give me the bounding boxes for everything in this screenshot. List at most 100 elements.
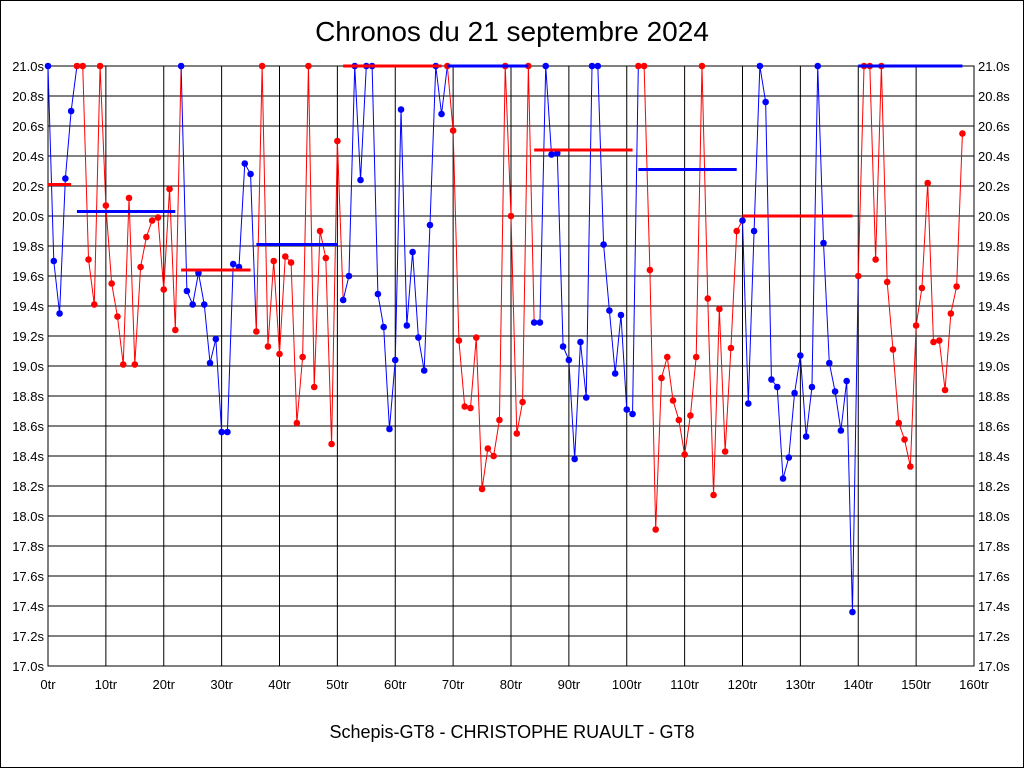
data-point xyxy=(409,248,416,256)
data-point xyxy=(467,404,474,412)
data-point xyxy=(802,433,810,440)
x-tick-label: 70tr xyxy=(442,677,465,692)
data-point xyxy=(200,301,208,308)
data-point xyxy=(513,430,521,437)
data-point xyxy=(837,427,845,434)
y-tick-label-left: 19.0s xyxy=(12,359,44,374)
x-tick-label: 80tr xyxy=(500,677,523,692)
data-point xyxy=(750,227,758,235)
data-point xyxy=(721,448,729,455)
y-tick-label-right: 17.6s xyxy=(978,569,1010,584)
data-point xyxy=(264,343,272,350)
data-point xyxy=(953,283,960,290)
series-line xyxy=(47,65,78,314)
data-point xyxy=(762,98,769,106)
x-tick-label: 0tr xyxy=(40,677,56,692)
data-point xyxy=(403,322,411,329)
data-point xyxy=(606,307,613,314)
series-line xyxy=(446,65,535,490)
data-point xyxy=(455,337,463,344)
x-tick-label: 120tr xyxy=(728,677,758,692)
data-point xyxy=(253,328,260,335)
data-point xyxy=(716,305,723,313)
y-tick-label-right: 18.8s xyxy=(978,389,1010,404)
data-point xyxy=(797,352,804,359)
data-point xyxy=(287,259,295,266)
data-point xyxy=(79,62,87,70)
data-point xyxy=(339,296,347,304)
data-point xyxy=(907,463,914,470)
data-point xyxy=(629,410,636,418)
data-point xyxy=(160,286,168,293)
data-point xyxy=(281,253,289,260)
data-point xyxy=(490,452,497,460)
x-tick-label: 40tr xyxy=(268,677,291,692)
data-point xyxy=(50,257,58,265)
data-point xyxy=(276,350,283,358)
data-point xyxy=(652,526,659,533)
data-point xyxy=(658,374,665,382)
y-tick-label-right: 20.6s xyxy=(978,119,1010,134)
x-tick-label: 20tr xyxy=(153,677,176,692)
data-point xyxy=(91,301,98,308)
data-point xyxy=(918,284,926,292)
data-point xyxy=(947,310,955,317)
data-point xyxy=(328,440,335,448)
series-line xyxy=(255,65,344,445)
y-tick-label-left: 17.6s xyxy=(12,569,44,584)
data-point xyxy=(206,359,214,367)
y-tick-label-right: 19.6s xyxy=(978,269,1010,284)
data-point xyxy=(675,416,683,424)
data-point xyxy=(582,394,590,401)
data-point xyxy=(415,334,422,341)
data-point xyxy=(241,160,249,167)
x-tick-label: 60tr xyxy=(384,677,407,692)
y-tick-label-left: 18.4s xyxy=(12,449,44,464)
data-point xyxy=(449,127,457,134)
data-point xyxy=(872,256,879,263)
x-tick-label: 150tr xyxy=(901,677,931,692)
data-point xyxy=(698,62,706,70)
data-point xyxy=(247,170,254,178)
data-point xyxy=(357,176,364,184)
data-point xyxy=(299,353,306,361)
data-point xyxy=(681,451,688,458)
y-tick-label-right: 17.8s xyxy=(978,539,1010,554)
data-point xyxy=(779,475,787,482)
data-point xyxy=(924,179,931,187)
x-tick-label: 50tr xyxy=(326,677,349,692)
data-point xyxy=(785,454,793,461)
data-point xyxy=(849,608,856,616)
data-point xyxy=(941,386,949,394)
data-point xyxy=(44,62,52,70)
data-point xyxy=(826,359,833,367)
data-point xyxy=(310,383,318,391)
data-point xyxy=(814,62,822,70)
data-point xyxy=(559,343,567,350)
data-point xyxy=(212,335,220,343)
y-tick-label-right: 18.4s xyxy=(978,449,1010,464)
data-point xyxy=(901,436,908,443)
chart-footer: Schepis-GT8 - CHRISTOPHE RUAULT - GT8 xyxy=(329,722,695,742)
y-tick-label-right: 19.2s xyxy=(978,329,1010,344)
data-point xyxy=(623,406,631,413)
data-point xyxy=(704,295,712,302)
data-point xyxy=(386,425,393,433)
data-point xyxy=(507,212,515,220)
data-point xyxy=(85,256,92,263)
x-tick-label: 90tr xyxy=(558,677,581,692)
data-point xyxy=(808,383,816,391)
data-point xyxy=(420,367,428,374)
y-tick-label-right: 20.4s xyxy=(978,149,1010,164)
data-point xyxy=(663,353,671,361)
y-tick-label-left: 19.4s xyxy=(12,299,44,314)
series-line xyxy=(638,65,743,530)
y-tick-label-right: 20.2s xyxy=(978,179,1010,194)
y-tick-label-left: 20.4s xyxy=(12,149,44,164)
data-point xyxy=(883,278,891,286)
y-tick-label-left: 17.2s xyxy=(12,629,44,644)
data-point xyxy=(305,62,312,70)
data-point xyxy=(397,106,405,113)
data-point xyxy=(270,257,278,265)
